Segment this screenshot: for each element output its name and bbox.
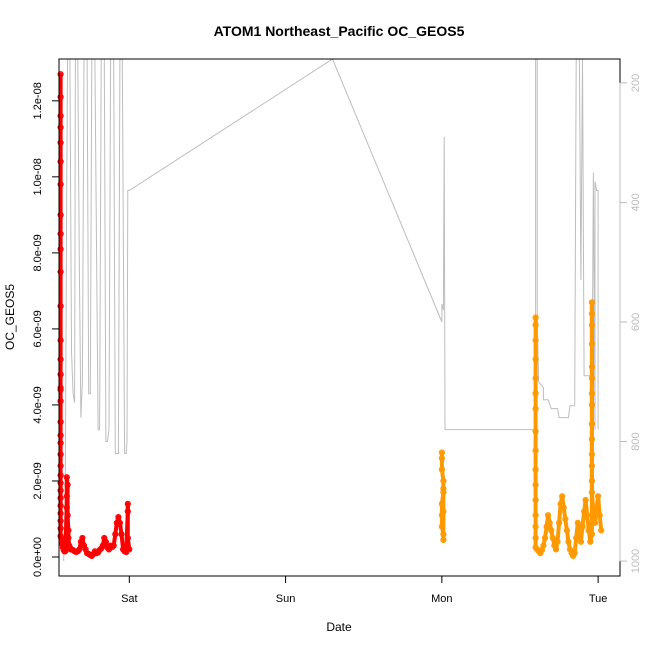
data-band-segment <box>65 513 71 533</box>
y-tick-label: 6.0e-09 <box>32 310 44 347</box>
x-axis: Sat Sun Mon Tue <box>121 575 608 605</box>
x-axis-label: Date <box>326 620 352 634</box>
data-band-segment <box>583 498 590 518</box>
y-tick-label: 8.0e-09 <box>32 234 44 271</box>
data-band-segment <box>589 490 596 514</box>
x-tick-label: Sat <box>121 593 138 605</box>
y2-tick-label: 1000 <box>630 549 642 573</box>
data-band-segment <box>572 536 579 556</box>
data-band-segment <box>125 536 132 552</box>
data-band-segment <box>597 513 604 533</box>
data-points-layer <box>57 71 605 560</box>
data-band-segment <box>596 494 602 518</box>
y2-tick-label: 600 <box>630 313 642 331</box>
data-band-segment <box>593 505 599 525</box>
series-1-dense-band <box>58 72 132 558</box>
y-tick-label: 2.0e-09 <box>32 462 44 499</box>
y-tick-label: 4.0e-09 <box>32 386 44 423</box>
series-2 <box>438 299 605 560</box>
y-tick-label: 0.0e+00 <box>32 537 44 577</box>
data-band-segment <box>555 520 562 544</box>
y2-tick-label: 400 <box>630 193 642 211</box>
chart-title: ATOM1 Northeast_Pacific OC_GEOS5 <box>214 23 465 39</box>
y-axis-label: OC_GEOS5 <box>3 284 17 350</box>
pressure-line <box>63 58 599 562</box>
series-1 <box>57 71 133 560</box>
x-tick-label: Sun <box>276 593 296 605</box>
data-band-segment <box>578 524 585 544</box>
y-axis-right: 200 400 600 800 1000 <box>619 74 642 573</box>
data-band-segment <box>585 513 591 533</box>
x-tick-label: Mon <box>431 593 452 605</box>
data-band-segment <box>557 501 563 525</box>
y2-tick-label: 200 <box>630 74 642 92</box>
y-axis-left: 0.0e+00 2.0e-09 4.0e-09 6.0e-09 8.0e-09 1.0e-… <box>32 82 60 577</box>
x-tick-label: Tue <box>589 593 608 605</box>
y2-tick-label: 800 <box>630 432 642 450</box>
pressure-line-layer <box>63 58 599 562</box>
series-2-dense-band <box>439 300 604 558</box>
y-tick-label: 1.0e-08 <box>32 158 44 195</box>
y-tick-label: 1.2e-08 <box>32 82 44 119</box>
data-band-segment <box>580 509 587 529</box>
data-band-segment <box>119 532 126 552</box>
